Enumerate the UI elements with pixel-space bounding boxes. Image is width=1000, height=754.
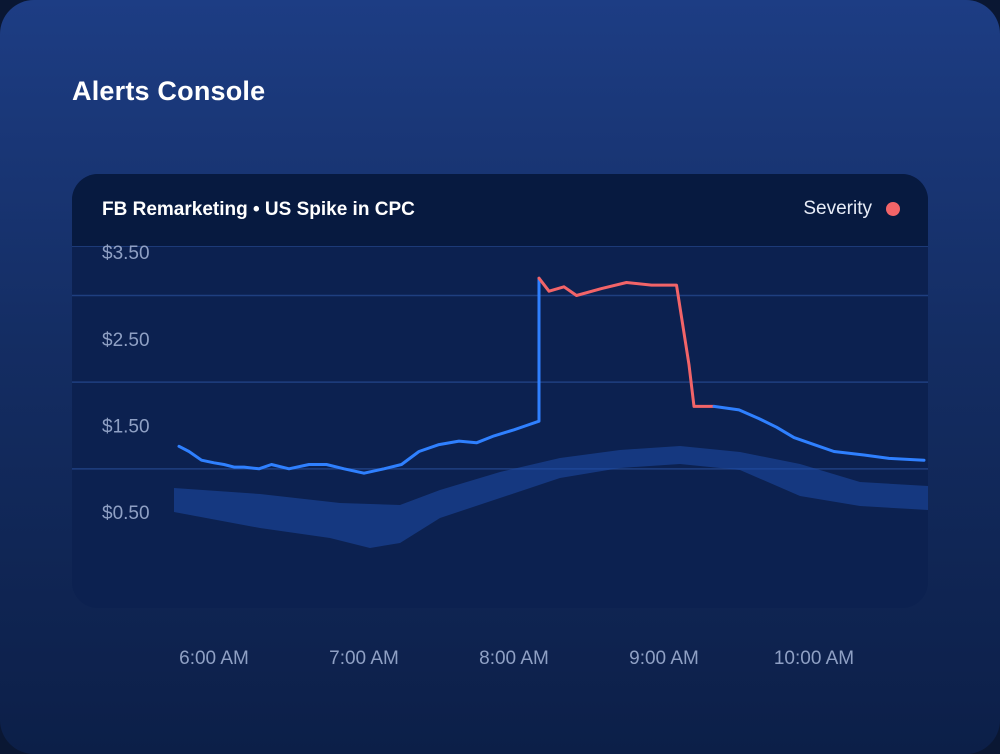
- x-tick-label: 10:00 AM: [773, 648, 855, 669]
- chart-title: FB Remarketing • US Spike in CPC: [102, 199, 415, 220]
- page-title: Alerts Console: [72, 76, 266, 106]
- legend: Severity: [803, 198, 900, 220]
- y-tick-label: $1.50: [102, 417, 150, 438]
- y-tick-label: $3.50: [102, 243, 150, 264]
- x-tick-label: 9:00 AM: [629, 648, 699, 669]
- alert-chart-card[interactable]: FB Remarketing • US Spike in CPC Severit…: [72, 174, 928, 608]
- card-header: FB Remarketing • US Spike in CPC Severit…: [72, 174, 928, 247]
- x-tick-label: 6:00 AM: [179, 648, 249, 669]
- severity-dot-icon: [886, 202, 900, 216]
- alert-line-segment: [537, 276, 716, 408]
- expected-range-band: [174, 446, 928, 548]
- x-tick-label: 7:00 AM: [329, 648, 399, 669]
- y-tick-label: $0.50: [102, 503, 150, 524]
- y-tick-label: $2.50: [102, 330, 150, 351]
- normal-line-segment: [177, 276, 541, 475]
- legend-label-severity: Severity: [803, 198, 872, 219]
- normal-line-segment: [712, 404, 926, 462]
- x-tick-label: 8:00 AM: [479, 648, 549, 669]
